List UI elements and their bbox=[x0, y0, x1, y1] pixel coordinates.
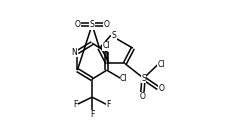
Text: Cl: Cl bbox=[102, 41, 110, 50]
Text: Cl: Cl bbox=[120, 74, 127, 83]
Text: O: O bbox=[75, 20, 81, 29]
Text: S: S bbox=[90, 20, 94, 29]
Text: F: F bbox=[73, 100, 77, 109]
Text: O: O bbox=[139, 92, 145, 101]
Text: Cl: Cl bbox=[157, 60, 165, 69]
Text: N: N bbox=[72, 48, 77, 57]
Text: O: O bbox=[158, 84, 164, 93]
Text: F: F bbox=[90, 110, 94, 119]
Text: O: O bbox=[103, 20, 109, 29]
Text: F: F bbox=[106, 100, 111, 109]
Text: S: S bbox=[111, 31, 116, 40]
Text: S: S bbox=[141, 74, 146, 83]
